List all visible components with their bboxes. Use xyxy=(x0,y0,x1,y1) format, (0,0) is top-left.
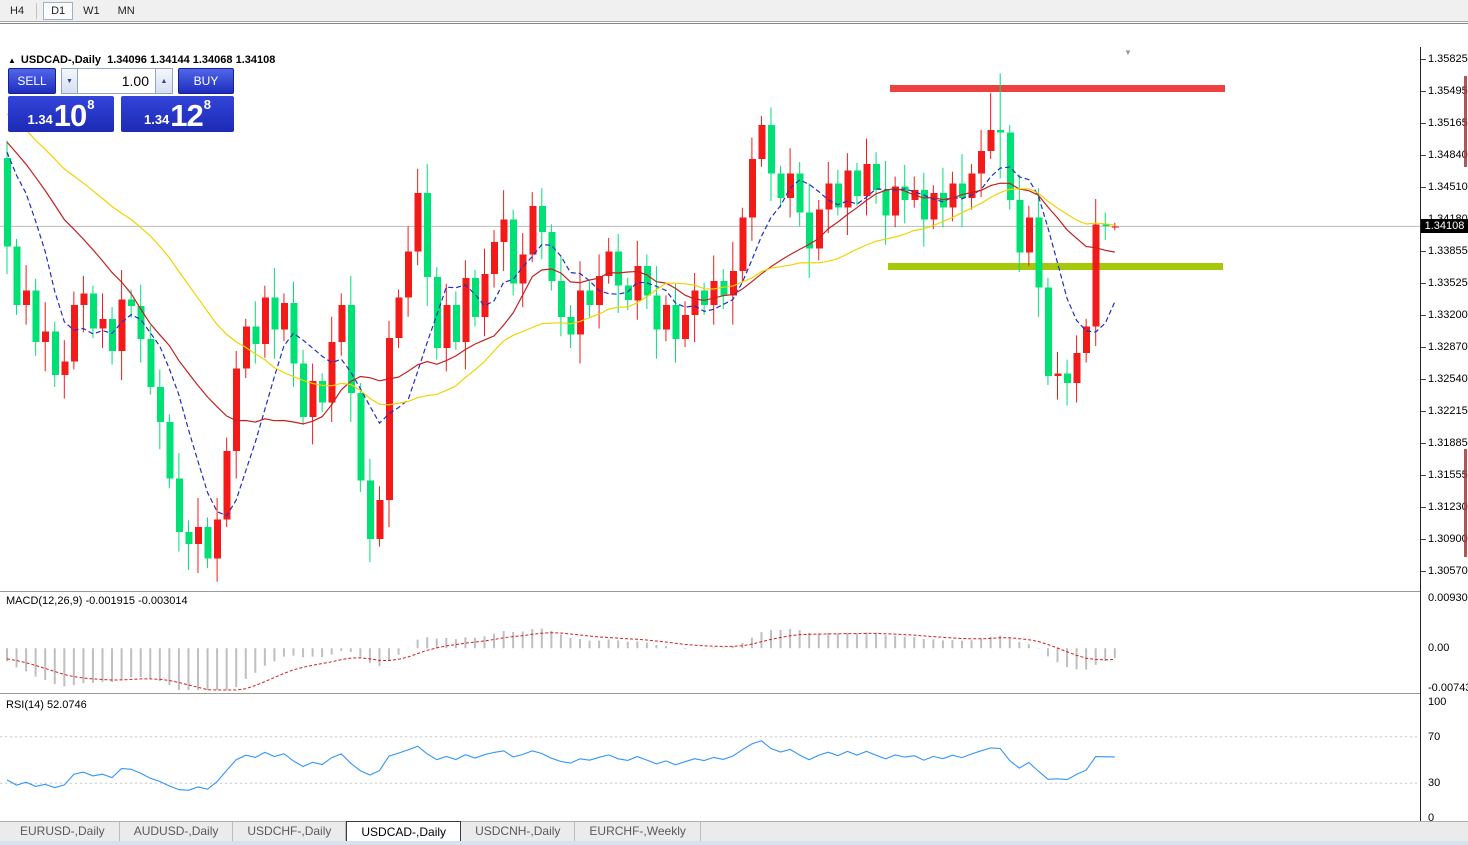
splitter-macd[interactable] xyxy=(0,591,1421,592)
macd-scale-min: -0.007433 xyxy=(1428,682,1468,694)
price-tick-label: 1.35495 xyxy=(1428,85,1468,98)
price-tick xyxy=(1421,442,1426,444)
price-tick-label: 1.32215 xyxy=(1428,404,1468,417)
chart-tab-audusd[interactable]: AUDUSD-,Daily xyxy=(120,822,234,841)
chart-tab-eurusd[interactable]: EURUSD-,Daily xyxy=(6,822,120,841)
macd-scale-zero: 0.00 xyxy=(1428,642,1450,655)
price-tick xyxy=(1421,155,1426,157)
price-tick xyxy=(1421,475,1426,477)
buy-button[interactable]: BUY xyxy=(178,68,234,94)
chart-title: ▲ USDCAD-,Daily 1.34096 1.34144 1.34068 1… xyxy=(8,54,275,66)
price-tick xyxy=(1421,91,1426,93)
macd-scale-max: 0.009301 xyxy=(1428,592,1468,604)
volume-increase-button[interactable]: ▲ xyxy=(156,68,173,94)
edge-marker-top xyxy=(1464,76,1467,167)
price-tick xyxy=(1421,314,1426,316)
chart-tab-usdchf[interactable]: USDCHF-,Daily xyxy=(233,822,347,841)
price-tick-label: 1.30570 xyxy=(1428,565,1468,577)
sell-button[interactable]: SELL xyxy=(8,68,56,94)
price-tick-label: 1.33200 xyxy=(1428,308,1468,321)
price-tick xyxy=(1421,538,1426,540)
price-tick-label: 1.31230 xyxy=(1428,500,1468,513)
price-tick-label: 1.31885 xyxy=(1428,436,1468,449)
macd-label: MACD(12,26,9) -0.001915 -0.003014 xyxy=(6,595,188,607)
ask-point: 8 xyxy=(203,97,212,112)
price-tick xyxy=(1421,251,1426,253)
rsi-label: RSI(14) 52.0746 xyxy=(6,699,87,711)
bid-point: 8 xyxy=(87,97,95,112)
price-tick-label: 1.32870 xyxy=(1428,341,1468,353)
price-chart-canvas[interactable] xyxy=(0,24,1468,845)
chart-shift-icon[interactable]: ▼ xyxy=(1124,48,1132,57)
edge-marker-mid xyxy=(1464,449,1467,557)
axis-divider xyxy=(1420,47,1421,824)
rsi-scale-0: 0 xyxy=(1428,812,1435,824)
timeframe-button-w1[interactable]: W1 xyxy=(83,4,100,17)
rsi-scale-100: 100 xyxy=(1428,696,1447,708)
chart-window: ▲ USDCAD-,Daily 1.34096 1.34144 1.34068 1… xyxy=(0,23,1468,844)
rsi-scale-30: 30 xyxy=(1428,777,1441,790)
timeframe-button-d1[interactable]: D1 xyxy=(43,1,74,20)
price-tick xyxy=(1421,571,1426,572)
price-tick xyxy=(1421,123,1426,125)
chart-tab-usdcnh[interactable]: USDCNH-,Daily xyxy=(461,822,576,841)
price-tick-label: 1.35165 xyxy=(1428,117,1468,130)
ask-prefix: 1.34 xyxy=(143,112,170,127)
symbol-label: USDCAD-,Daily xyxy=(20,54,101,66)
price-tick-label: 1.33855 xyxy=(1428,245,1468,258)
one-click-trading-panel: SELL ▼ ▲ BUY 1.34 10 8 1.34 12 8 xyxy=(8,68,234,132)
rsi-scale-70: 70 xyxy=(1428,730,1441,743)
price-tick-label: 1.34840 xyxy=(1428,149,1468,162)
splitter-rsi[interactable] xyxy=(0,693,1421,694)
bid-prefix: 1.34 xyxy=(27,112,53,127)
trade-row: SELL ▼ ▲ BUY xyxy=(8,68,234,94)
price-tick-label: 1.32540 xyxy=(1428,373,1468,386)
price-tick xyxy=(1421,506,1426,508)
window-bottom-edge xyxy=(0,841,1468,845)
price-tick-label: 1.33525 xyxy=(1428,277,1468,290)
chart-tab-eurchf[interactable]: EURCHF-,Weekly xyxy=(575,822,701,841)
volume-decrease-button[interactable]: ▼ xyxy=(61,68,78,94)
bid-pips: 10 xyxy=(53,98,87,133)
symbol-tab-bar: EURUSD-,Daily AUDUSD-,Daily USDCHF-,Daily U… xyxy=(0,821,1468,841)
price-tick xyxy=(1421,379,1426,381)
price-tick-label: 1.34510 xyxy=(1428,181,1468,194)
volume-input[interactable] xyxy=(78,68,156,94)
price-tick xyxy=(1421,410,1426,412)
bid-price-panel[interactable]: 1.34 10 8 xyxy=(8,96,114,132)
triangle-up-icon: ▲ xyxy=(160,78,168,85)
price-tick xyxy=(1421,283,1426,285)
price-axis: 1.35825 1.35495 1.35165 1.34840 1.34510 1.341… xyxy=(1421,47,1468,824)
current-price-tag: 1.34108 xyxy=(1421,219,1468,234)
timeframe-button-h4[interactable]: H4 xyxy=(10,4,25,17)
ohlc-values: 1.34096 1.34144 1.34068 1.34108 xyxy=(107,54,276,66)
toolbar-separator xyxy=(36,2,38,19)
price-tick xyxy=(1421,347,1426,348)
collapse-icon[interactable]: ▲ xyxy=(8,56,16,65)
price-tick-label: 1.31555 xyxy=(1428,469,1468,482)
price-tick-label: 1.30900 xyxy=(1428,532,1468,545)
price-tick xyxy=(1421,187,1426,189)
price-tick xyxy=(1421,59,1426,61)
timeframe-button-mn[interactable]: MN xyxy=(117,4,135,17)
chart-tab-usdcad[interactable]: USDCAD-,Daily xyxy=(346,821,462,841)
ask-price-panel[interactable]: 1.34 12 8 xyxy=(121,96,234,132)
triangle-down-icon: ▼ xyxy=(66,78,73,85)
timeframe-toolbar: H4 D1 W1 MN xyxy=(0,0,1468,22)
ask-pips: 12 xyxy=(170,98,203,133)
price-tick-label: 1.35825 xyxy=(1428,53,1468,66)
